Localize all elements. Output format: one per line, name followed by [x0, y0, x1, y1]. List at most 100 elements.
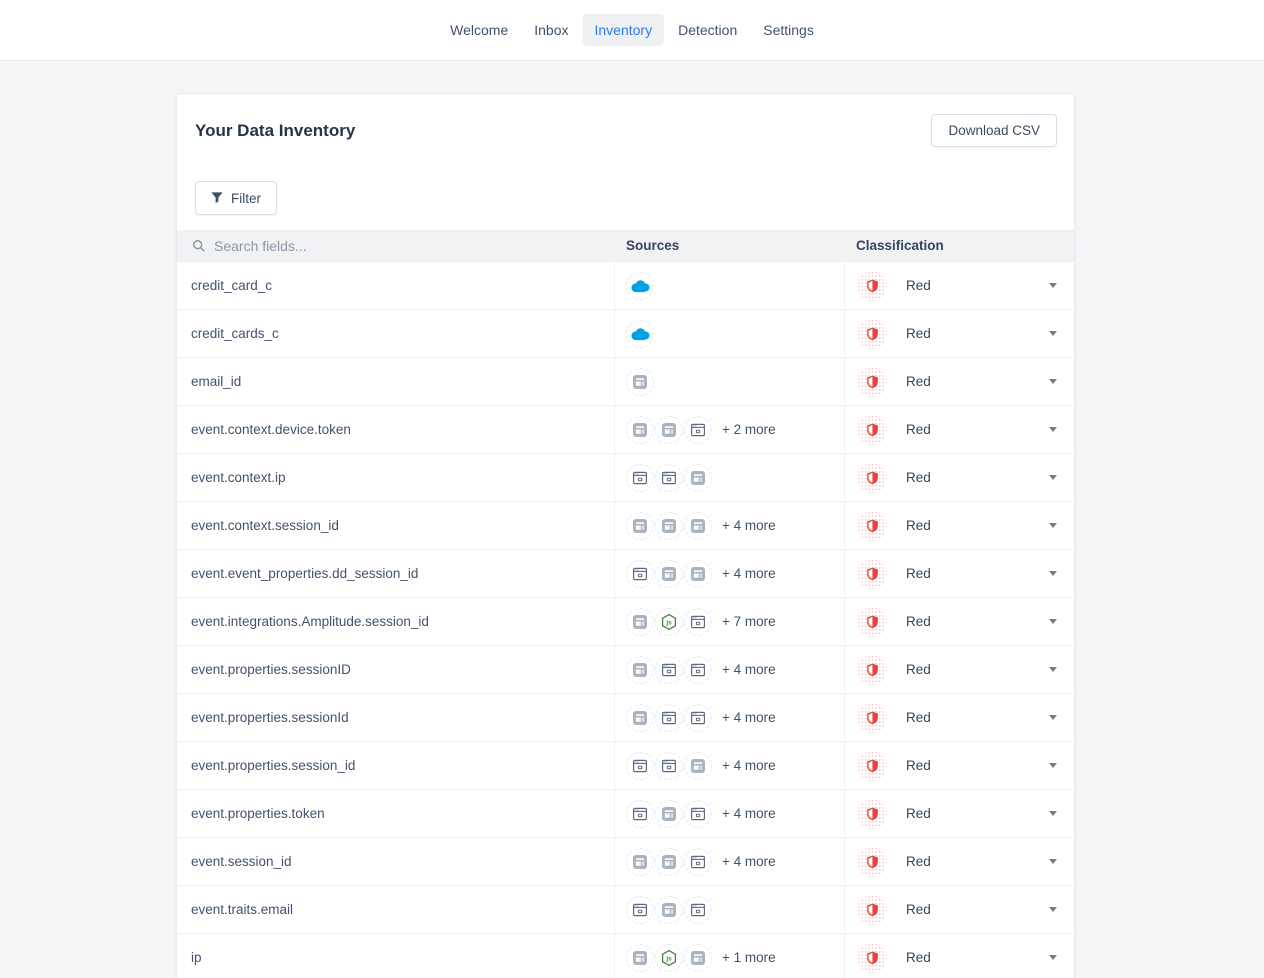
chevron-down-icon [1049, 715, 1057, 720]
nav-item-inventory[interactable]: Inventory [582, 14, 665, 46]
filter-button[interactable]: Filter [195, 181, 277, 215]
inventory-table: Sources Classification credit_card_c Red… [177, 230, 1074, 978]
sources-cell: + 4 more [614, 646, 844, 693]
salesforce-icon [626, 319, 654, 348]
classification-dropdown[interactable]: Red [845, 654, 1076, 685]
sources-cell [614, 310, 844, 357]
column-header-sources: Sources [626, 238, 680, 253]
classification-dropdown[interactable]: Red [845, 414, 1076, 445]
more-sources-label[interactable]: + 7 more [722, 614, 776, 629]
more-sources-label[interactable]: + 4 more [722, 710, 776, 725]
classification-dropdown[interactable]: Red [845, 702, 1076, 733]
browser-window-icon [655, 751, 683, 780]
classification-value: Red [906, 518, 931, 533]
classification-dropdown[interactable]: Red [845, 750, 1076, 781]
table-row: event.properties.token + 4 more Red [177, 789, 1074, 837]
more-sources-label[interactable]: + 4 more [722, 806, 776, 821]
field-name: event.properties.sessionID [191, 662, 351, 677]
sources-cell: + 4 more [614, 790, 844, 837]
app-window-icon [684, 943, 712, 972]
chevron-down-icon [1049, 331, 1057, 336]
classification-value: Red [906, 566, 931, 581]
classification-value: Red [906, 374, 931, 389]
field-name: credit_cards_c [191, 326, 279, 341]
classification-dropdown[interactable]: Red [845, 606, 1076, 637]
nav-item-detection[interactable]: Detection [678, 22, 738, 38]
red-shield-icon [857, 270, 887, 301]
table-row: event.traits.email Red [177, 885, 1074, 933]
table-header: Sources Classification [177, 230, 1074, 261]
browser-window-icon [684, 415, 712, 444]
red-shield-icon [857, 318, 887, 349]
data-inventory-card: Your Data Inventory Download CSV Filter [176, 93, 1075, 978]
app-window-icon [684, 751, 712, 780]
browser-window-icon [655, 655, 683, 684]
table-row: event.properties.sessionId + 4 more Red [177, 693, 1074, 741]
nodejs-icon: js [655, 943, 683, 972]
classification-value: Red [906, 758, 931, 773]
more-sources-label[interactable]: + 4 more [722, 566, 776, 581]
app-window-icon [684, 511, 712, 540]
classification-dropdown[interactable]: Red [845, 894, 1076, 925]
sources-cell: + 4 more [614, 550, 844, 597]
sources-cell [614, 262, 844, 309]
browser-window-icon [626, 895, 654, 924]
classification-value: Red [906, 470, 931, 485]
chevron-down-icon [1049, 379, 1057, 384]
search-input[interactable] [214, 237, 594, 254]
chevron-down-icon [1049, 811, 1057, 816]
classification-dropdown[interactable]: Red [845, 318, 1076, 349]
table-row: event.context.session_id + 4 more Red [177, 501, 1074, 549]
more-sources-label[interactable]: + 4 more [722, 854, 776, 869]
salesforce-icon [626, 271, 654, 300]
more-sources-label[interactable]: + 1 more [722, 950, 776, 965]
app-window-icon [626, 415, 654, 444]
field-name: event.properties.sessionId [191, 710, 349, 725]
red-shield-icon [857, 462, 887, 493]
table-row: email_id Red [177, 357, 1074, 405]
field-name: email_id [191, 374, 242, 389]
classification-dropdown[interactable]: Red [845, 510, 1076, 541]
field-name: ip [191, 950, 202, 965]
chevron-down-icon [1049, 283, 1057, 288]
more-sources-label[interactable]: + 2 more [722, 422, 776, 437]
classification-dropdown[interactable]: Red [845, 942, 1076, 973]
classification-dropdown[interactable]: Red [845, 558, 1076, 589]
classification-value: Red [906, 854, 931, 869]
search-field-cell [177, 237, 614, 254]
sources-cell: + 2 more [614, 406, 844, 453]
table-row: credit_card_c Red [177, 261, 1074, 309]
field-name: event.context.session_id [191, 518, 339, 533]
more-sources-label[interactable]: + 4 more [722, 662, 776, 677]
nav-item-inbox[interactable]: Inbox [534, 22, 569, 38]
classification-dropdown[interactable]: Red [845, 462, 1076, 493]
chevron-down-icon [1049, 427, 1057, 432]
classification-value: Red [906, 614, 931, 629]
browser-window-icon [626, 559, 654, 588]
classification-value: Red [906, 278, 931, 293]
app-window-icon [626, 847, 654, 876]
classification-dropdown[interactable]: Red [845, 270, 1076, 301]
browser-window-icon [626, 463, 654, 492]
nav-item-settings[interactable]: Settings [763, 22, 814, 38]
sources-cell: + 4 more [614, 694, 844, 741]
sources-cell: + 4 more [614, 838, 844, 885]
app-window-icon [655, 847, 683, 876]
classification-dropdown[interactable]: Red [845, 798, 1076, 829]
nav-item-welcome[interactable]: Welcome [450, 22, 509, 38]
browser-window-icon [684, 799, 712, 828]
browser-window-icon [655, 463, 683, 492]
classification-dropdown[interactable]: Red [845, 366, 1076, 397]
table-row: event.context.ip Red [177, 453, 1074, 501]
browser-window-icon [655, 703, 683, 732]
more-sources-label[interactable]: + 4 more [722, 758, 776, 773]
sources-cell: + 4 more [614, 502, 844, 549]
download-csv-button[interactable]: Download CSV [931, 114, 1057, 147]
table-row: event.properties.session_id + 4 more Red [177, 741, 1074, 789]
more-sources-label[interactable]: + 4 more [722, 518, 776, 533]
classification-dropdown[interactable]: Red [845, 846, 1076, 877]
table-row: event.context.device.token + 2 more Red [177, 405, 1074, 453]
search-icon [192, 239, 206, 253]
red-shield-icon [857, 750, 887, 781]
app-window-icon [655, 511, 683, 540]
